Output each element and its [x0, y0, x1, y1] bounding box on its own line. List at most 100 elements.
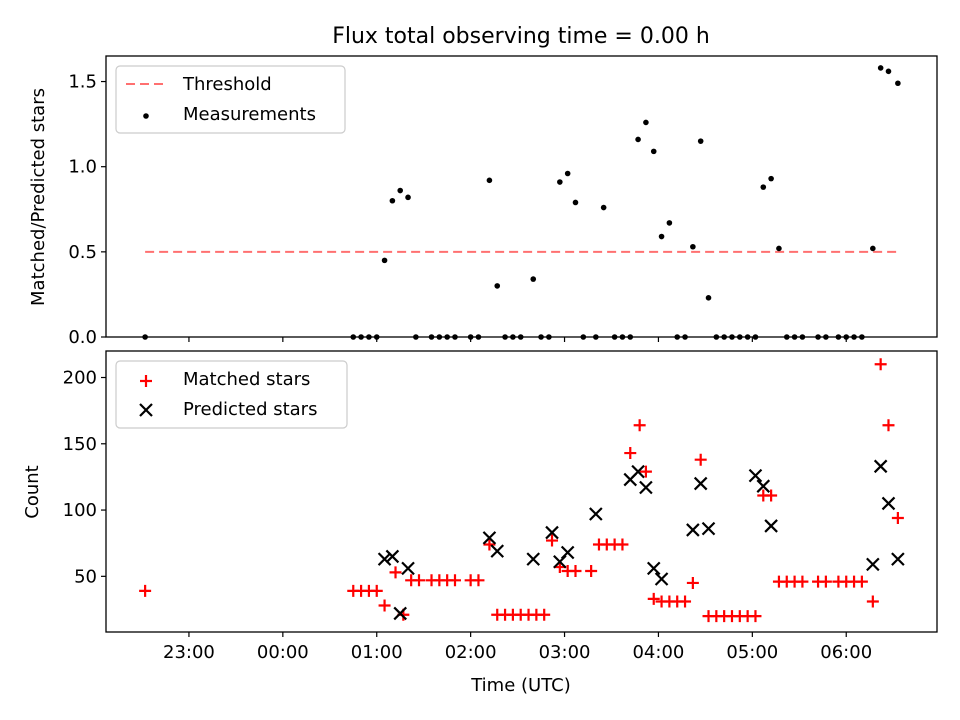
predicted-star-point [686, 523, 700, 537]
matched-star-point [749, 610, 762, 623]
measurement-point [564, 170, 571, 177]
matched-star-point [624, 447, 637, 460]
measurement-point [870, 245, 876, 252]
predicted-star-point [545, 525, 559, 540]
measurement-point [494, 283, 501, 289]
bottom-axes-frame [105, 350, 938, 633]
top-axes-frame [105, 55, 938, 338]
predicted-star-point [891, 552, 905, 566]
x-tick-label: 23:00 [163, 642, 215, 663]
measurement-point [572, 199, 579, 206]
matched-star-point [796, 575, 809, 588]
x-tick-label: 03:00 [539, 642, 591, 663]
bottom-y-ticks: 50 100 150 200 [63, 368, 106, 587]
top-y-ticks: 0.0 0.5 1.0 1.5 [68, 72, 106, 348]
predicted-star-point [693, 476, 708, 491]
predicted-star-point [654, 572, 669, 586]
measurement-point [643, 119, 649, 126]
predicted-star-point [646, 561, 661, 576]
matched-star-point [139, 584, 152, 597]
legend-predicted-swatch [139, 403, 153, 417]
predicted-star-point [526, 552, 541, 566]
predicted-star-point [482, 531, 497, 545]
measurement-point [635, 136, 641, 143]
x-tick-label: 06:00 [820, 642, 872, 663]
x-tick-label: 01:00 [351, 642, 403, 663]
measurement-point [658, 233, 665, 240]
matched-star-point [639, 465, 652, 478]
top-y-tick-label: 0.0 [68, 327, 97, 348]
matched-star-point [616, 538, 629, 551]
top-legend-box [115, 65, 346, 134]
matched-star-point [378, 599, 391, 612]
predicted-star-point [393, 606, 407, 621]
bottom-legend: Matched stars Predicted stars [115, 360, 348, 429]
measurement-point [600, 204, 607, 211]
matched-star-points [139, 358, 904, 623]
measurement-point [885, 68, 892, 75]
matched-star-point [819, 575, 832, 588]
measurement-point [895, 80, 901, 87]
predicted-star-points [377, 459, 905, 621]
measurement-point [381, 257, 388, 264]
matched-star-point [765, 489, 778, 502]
legend-predicted-label: Predicted stars [183, 399, 317, 420]
predicted-star-point [756, 479, 771, 493]
measurement-point [760, 184, 767, 190]
x-tick-label: 02:00 [445, 642, 497, 663]
predicted-star-point [560, 545, 575, 560]
matched-star-point [546, 534, 559, 547]
matched-star-point [866, 595, 879, 608]
x-tick-label: 05:00 [726, 642, 778, 663]
matched-star-point [633, 419, 646, 432]
predicted-star-point [589, 507, 603, 521]
legend-threshold-label: Threshold [182, 74, 272, 95]
top-legend: Threshold Measurements [115, 65, 346, 134]
predicted-star-point [639, 480, 653, 495]
top-y-tick-label: 1.0 [68, 157, 97, 178]
measurement-point [690, 243, 696, 250]
measurement-point [397, 187, 404, 194]
measurement-point [530, 276, 537, 282]
matched-star-point [647, 592, 660, 605]
x-tick-label: 04:00 [632, 642, 684, 663]
bottom-panel: Count Time (UTC) 50 100 150 200 23:00 00:00 0… [22, 350, 938, 696]
predicted-star-point [881, 496, 896, 511]
measurement-point [557, 179, 563, 185]
top-panel: Flux total observing time = 0.00 h Match… [28, 24, 938, 348]
matched-star-point [679, 595, 692, 608]
measurement-point [650, 148, 657, 155]
top-y-tick-label: 1.5 [68, 72, 97, 93]
predicted-star-point [764, 519, 778, 533]
bottom-y-tick-label: 100 [63, 500, 97, 521]
matched-star-point [874, 358, 887, 371]
bottom-y-tick-label: 200 [63, 368, 97, 389]
predicted-star-point [490, 544, 505, 558]
legend-measurements-label: Measurements [183, 104, 316, 125]
matched-star-point [448, 574, 461, 587]
measurement-point [877, 65, 884, 71]
predicted-star-point [866, 557, 880, 572]
measurement-point [768, 175, 774, 182]
predicted-star-point [631, 464, 645, 479]
predicted-star-point [385, 549, 400, 564]
matched-star-point [538, 608, 551, 621]
matched-star-point [585, 565, 598, 578]
measurement-point [697, 138, 704, 144]
matched-star-point [855, 575, 868, 588]
bottom-y-tick-label: 150 [63, 434, 97, 455]
legend-matched-swatch [140, 375, 152, 387]
measurement-point [389, 197, 396, 204]
chart-title: Flux total observing time = 0.00 h [332, 24, 710, 49]
top-y-tick-label: 0.5 [68, 242, 97, 263]
predicted-star-point [701, 521, 716, 536]
measurement-point [486, 177, 493, 184]
predicted-star-point [377, 552, 392, 566]
bottom-y-axis-label: Count [22, 465, 43, 518]
matched-star-point [569, 565, 582, 578]
top-y-axis-label: Matched/Predicted stars [28, 88, 49, 306]
matched-star-point [891, 512, 904, 525]
legend-measurements-swatch [143, 113, 149, 119]
predicted-star-point [401, 561, 415, 576]
